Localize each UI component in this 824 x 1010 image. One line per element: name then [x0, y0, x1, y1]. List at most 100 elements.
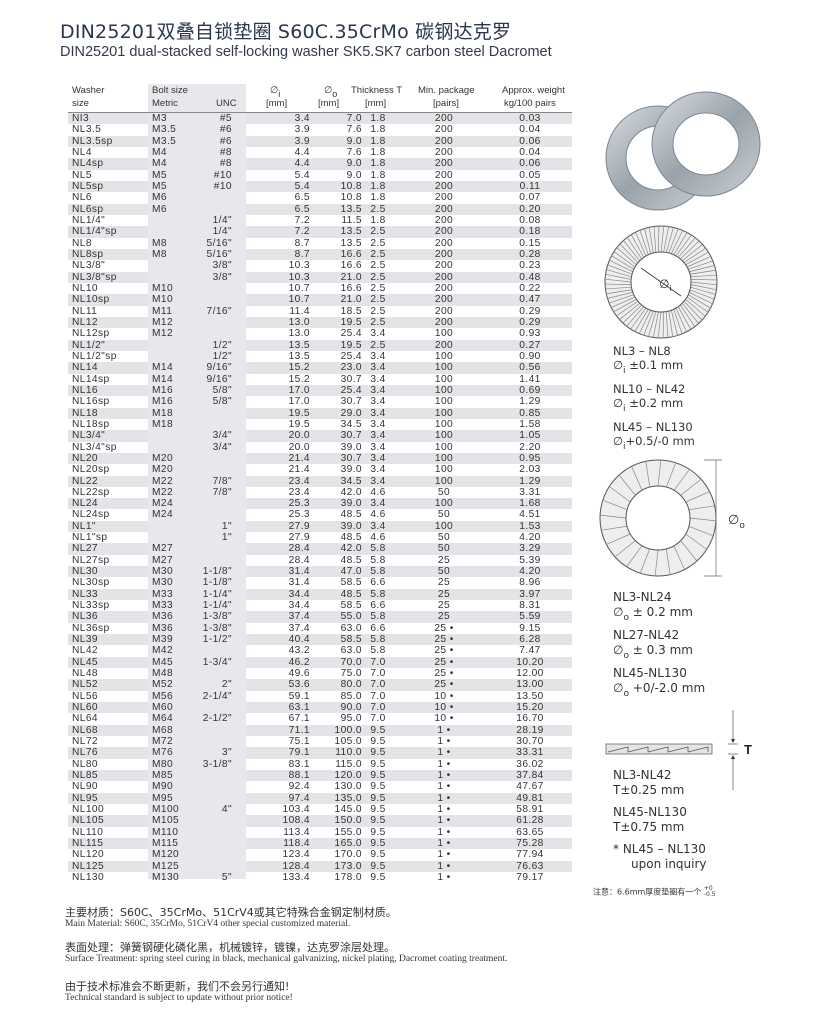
cell-bolt-unc: 1" — [221, 520, 232, 532]
cell-outer-diameter: 55.0 — [340, 611, 362, 623]
cell-weight: 5.59 — [519, 611, 541, 623]
cell-thickness: 4.6 — [370, 509, 386, 521]
serration-line — [644, 228, 652, 254]
cell-thickness: 1.8 — [370, 158, 386, 170]
table-row: NL5sp M5 #10 5.4 10.8 1.8 200 0.11 — [68, 180, 572, 193]
serration-line — [673, 309, 683, 334]
cell-min-package: 200 — [434, 305, 454, 317]
table-row: NL68 M68 71.1 100.0 9.5 1 • 28.19 — [68, 724, 572, 737]
table-row: NL3.5sp M3.5 #6 3.9 9.0 1.8 200 0.06 — [68, 135, 572, 147]
cell-washer-size: NL90 — [72, 781, 98, 793]
cell-weight: 0.23 — [519, 260, 541, 272]
outer-diameter-label: ∅o — [728, 513, 745, 531]
serration-line — [673, 545, 685, 570]
header-weight-unit: kg/100 pairs — [504, 98, 556, 109]
cell-inner-diameter: 21.4 — [288, 464, 310, 476]
material-en: Main Material: S60C, 35CrMo, 51CrV4 othe… — [65, 919, 351, 929]
cell-thickness: 2.5 — [370, 237, 386, 249]
cell-thickness: 2.5 — [370, 316, 386, 328]
cell-washer-size: NL8sp — [72, 248, 104, 260]
cell-thickness: 9.5 — [370, 770, 386, 782]
cell-thickness: 6.6 — [370, 577, 386, 589]
cell-min-package: 200 — [434, 203, 454, 215]
cell-washer-size: NL105 — [72, 815, 105, 827]
cell-bolt-unc: #10 — [213, 169, 232, 181]
tol-value: ∅o +0/-2.0 mm — [613, 680, 706, 699]
cell-thickness: 5.8 — [370, 588, 386, 600]
table-row: NL4sp M4 #8 4.4 9.0 1.8 200 0.06 — [68, 158, 572, 170]
cell-outer-diameter: 30.7 — [340, 373, 362, 385]
serration-line — [623, 240, 641, 262]
cell-washer-size: NL95 — [72, 792, 98, 804]
cell-washer-size: NL33sp — [72, 600, 110, 612]
cell-bolt-metric: M24 — [152, 498, 174, 510]
cell-bolt-unc: 3/4" — [212, 430, 232, 442]
cell-thickness: 5.8 — [370, 543, 386, 555]
cell-min-package: 25 • — [434, 679, 454, 691]
cell-min-package: 200 — [434, 282, 454, 294]
cell-weight: 0.90 — [519, 350, 541, 362]
cell-bolt-metric: M56 — [152, 690, 174, 702]
cell-outer-diameter: 115.0 — [335, 758, 362, 770]
inner-diameter-label: ∅i — [659, 277, 672, 293]
cell-thickness: 3.4 — [370, 452, 386, 464]
cell-washer-size: NL56 — [72, 690, 98, 702]
serration-line — [616, 247, 637, 266]
cell-min-package: 25 • — [434, 668, 454, 680]
cell-outer-diameter: 155.0 — [334, 826, 362, 838]
serration-line — [680, 240, 700, 260]
table-row: NL1" 1" 27.9 39.0 3.4 100 1.53 — [68, 520, 572, 533]
cell-outer-diameter: 170.0 — [334, 849, 362, 861]
cell-bolt-metric: M100 — [152, 804, 180, 816]
cell-outer-diameter: 21.0 — [340, 271, 362, 283]
cell-inner-diameter: 11.4 — [289, 305, 310, 317]
tol-range: NL45-NL130 — [613, 666, 687, 680]
tol-value: ∅i ±0.2 mm — [613, 396, 684, 414]
table-row: NL16sp M16 5/8" 17.0 30.7 3.4 100 1.29 — [68, 396, 572, 407]
cell-min-package: 100 — [434, 384, 454, 396]
serration-line — [689, 291, 713, 305]
serration-line — [607, 264, 633, 275]
cell-bolt-metric: M16 — [152, 384, 174, 396]
cell-inner-diameter: 97.4 — [288, 792, 310, 804]
serration-line — [665, 462, 677, 488]
cell-bolt-unc: 1-1/4" — [202, 588, 232, 600]
cell-outer-diameter: 105.0 — [334, 736, 362, 748]
cell-inner-diameter: 34.4 — [288, 588, 310, 600]
cell-washer-size: NL60 — [72, 702, 98, 714]
cell-washer-size: NL1" — [72, 520, 96, 532]
cell-outer-diameter: 11.5 — [341, 214, 362, 226]
cell-washer-size: NL39 — [72, 634, 98, 646]
cell-thickness: 3.4 — [370, 350, 386, 362]
cell-thickness: 9.5 — [370, 724, 386, 736]
serration-line — [658, 226, 660, 253]
cell-inner-diameter: 13.5 — [288, 339, 310, 351]
serration-line — [600, 514, 627, 519]
cell-inner-diameter: 28.4 — [288, 554, 310, 566]
cell-outer-diameter: 178.0 — [334, 871, 362, 883]
cell-thickness: 3.4 — [370, 396, 386, 408]
cell-min-package: 200 — [434, 214, 454, 226]
table-row: NL27sp M27 28.4 48.5 5.8 25 5.39 — [68, 555, 572, 566]
cell-inner-diameter: 13.5 — [288, 350, 310, 362]
cell-inner-diameter: 103.4 — [282, 804, 310, 816]
tol-range: NL45 – NL130 — [613, 420, 693, 434]
cell-weight: 0.22 — [519, 282, 541, 294]
surface-en: Surface Treatment: spring steel curing i… — [65, 954, 508, 964]
table-row: NI3 M3 #5 3.4 7.0 1.8 200 0.03 — [68, 113, 572, 125]
cell-min-package: 100 — [434, 350, 454, 362]
cell-bolt-metric: M11 — [152, 305, 173, 317]
cell-thickness: 9.5 — [370, 736, 386, 748]
cell-weight: 9.15 — [519, 622, 541, 634]
table-row: NL90 M90 92.4 130.0 9.5 1 • 47.67 — [68, 781, 572, 792]
cell-thickness: 3.4 — [370, 328, 386, 340]
serration-line — [685, 533, 707, 550]
serration-line — [618, 474, 636, 496]
cell-bolt-metric: M39 — [152, 634, 174, 646]
page-title: DIN25201双叠自锁垫圈 S60C.35CrMo 碳钢达克罗 — [60, 21, 512, 43]
cell-min-package: 1 • — [437, 792, 451, 804]
table-row: NL3/4" 3/4" 20.0 30.7 3.4 100 1.05 — [68, 430, 572, 442]
serration-line — [675, 307, 687, 332]
cell-min-package: 200 — [434, 248, 454, 260]
cell-bolt-unc: 1/2" — [212, 339, 232, 351]
